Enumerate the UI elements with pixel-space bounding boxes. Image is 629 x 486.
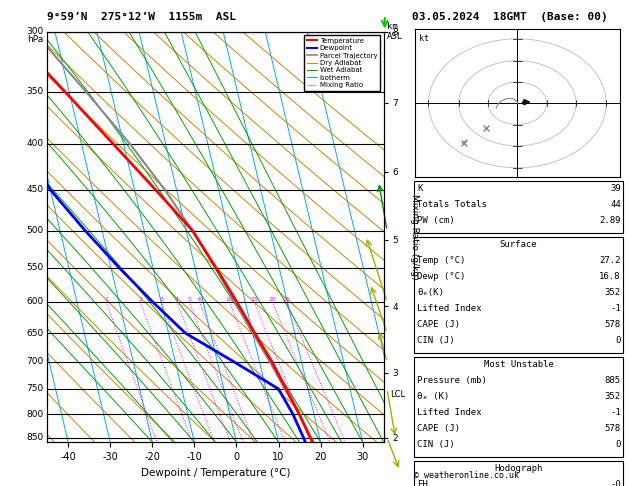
X-axis label: Dewpoint / Temperature (°C): Dewpoint / Temperature (°C): [141, 468, 290, 478]
Text: EH: EH: [417, 480, 428, 486]
Text: -1: -1: [610, 408, 621, 417]
Text: 03.05.2024  18GMT  (Base: 00): 03.05.2024 18GMT (Base: 00): [412, 12, 608, 22]
Text: Temp (°C): Temp (°C): [417, 256, 465, 265]
Text: CIN (J): CIN (J): [417, 336, 455, 345]
Text: CIN (J): CIN (J): [417, 440, 455, 449]
Text: hPa: hPa: [28, 35, 44, 44]
Text: ASL: ASL: [387, 32, 403, 41]
Text: 352: 352: [604, 392, 621, 401]
Text: Pressure (mb): Pressure (mb): [417, 376, 487, 385]
Text: 10: 10: [225, 297, 233, 302]
Text: CAPE (J): CAPE (J): [417, 320, 460, 329]
Text: Hodograph: Hodograph: [494, 464, 543, 473]
Text: Most Unstable: Most Unstable: [484, 360, 554, 369]
Text: 400: 400: [26, 139, 44, 148]
Text: 800: 800: [26, 410, 44, 418]
Y-axis label: Mixing Ratio (g/kg): Mixing Ratio (g/kg): [409, 194, 418, 280]
Text: CAPE (J): CAPE (J): [417, 424, 460, 433]
Text: 700: 700: [26, 358, 44, 366]
Text: 350: 350: [26, 87, 44, 96]
Text: θₑ (K): θₑ (K): [417, 392, 449, 401]
Text: 20: 20: [269, 297, 276, 302]
Text: -0: -0: [610, 480, 621, 486]
Text: 0: 0: [615, 440, 621, 449]
Legend: Temperature, Dewpoint, Parcel Trajectory, Dry Adiabat, Wet Adiabat, Isotherm, Mi: Temperature, Dewpoint, Parcel Trajectory…: [304, 35, 380, 91]
Text: 550: 550: [26, 263, 44, 273]
Text: 39: 39: [610, 184, 621, 193]
Text: 0: 0: [615, 336, 621, 345]
Text: 850: 850: [26, 433, 44, 442]
Text: 300: 300: [26, 27, 44, 36]
Text: 2.89: 2.89: [599, 216, 621, 225]
Text: Lifted Index: Lifted Index: [417, 304, 482, 313]
Text: Lifted Index: Lifted Index: [417, 408, 482, 417]
Text: 450: 450: [26, 185, 44, 194]
Text: Dewp (°C): Dewp (°C): [417, 272, 465, 281]
Text: K: K: [417, 184, 423, 193]
Text: 885: 885: [604, 376, 621, 385]
Text: θₑ(K): θₑ(K): [417, 288, 444, 297]
Text: © weatheronline.co.uk: © weatheronline.co.uk: [414, 471, 519, 480]
Text: -1: -1: [610, 304, 621, 313]
Text: 9°59’N  275°12’W  1155m  ASL: 9°59’N 275°12’W 1155m ASL: [47, 12, 236, 22]
Text: 578: 578: [604, 320, 621, 329]
Text: 578: 578: [604, 424, 621, 433]
Text: 16.8: 16.8: [599, 272, 621, 281]
Text: 2: 2: [138, 297, 142, 302]
Text: 27.2: 27.2: [599, 256, 621, 265]
Text: Totals Totals: Totals Totals: [417, 200, 487, 209]
Text: 6: 6: [198, 297, 201, 302]
Text: PW (cm): PW (cm): [417, 216, 455, 225]
Text: 500: 500: [26, 226, 44, 235]
Text: 44: 44: [610, 200, 621, 209]
Text: 650: 650: [26, 329, 44, 338]
Text: 600: 600: [26, 297, 44, 306]
Text: km: km: [387, 22, 398, 31]
Text: LCL: LCL: [391, 390, 406, 399]
Text: Surface: Surface: [500, 240, 537, 249]
Text: 15: 15: [250, 297, 258, 302]
Text: 25: 25: [283, 297, 291, 302]
Text: 1: 1: [104, 297, 108, 302]
Text: kt: kt: [420, 34, 429, 43]
Text: 750: 750: [26, 384, 44, 393]
Text: 4: 4: [175, 297, 179, 302]
Text: 3: 3: [159, 297, 164, 302]
Text: 352: 352: [604, 288, 621, 297]
Text: 5: 5: [187, 297, 191, 302]
